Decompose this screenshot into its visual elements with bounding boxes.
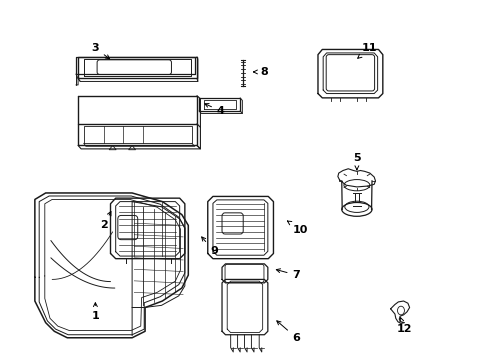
Text: 10: 10 (287, 221, 308, 235)
Text: 4: 4 (204, 104, 224, 116)
Text: 7: 7 (276, 269, 300, 280)
Text: 1: 1 (91, 303, 99, 321)
Text: 11: 11 (357, 43, 377, 58)
Text: 9: 9 (201, 237, 218, 256)
Text: 12: 12 (396, 318, 411, 334)
Text: 6: 6 (276, 321, 300, 343)
Text: 5: 5 (352, 153, 360, 170)
Text: 3: 3 (91, 43, 109, 59)
Text: 8: 8 (253, 67, 267, 77)
Text: 2: 2 (100, 212, 111, 230)
